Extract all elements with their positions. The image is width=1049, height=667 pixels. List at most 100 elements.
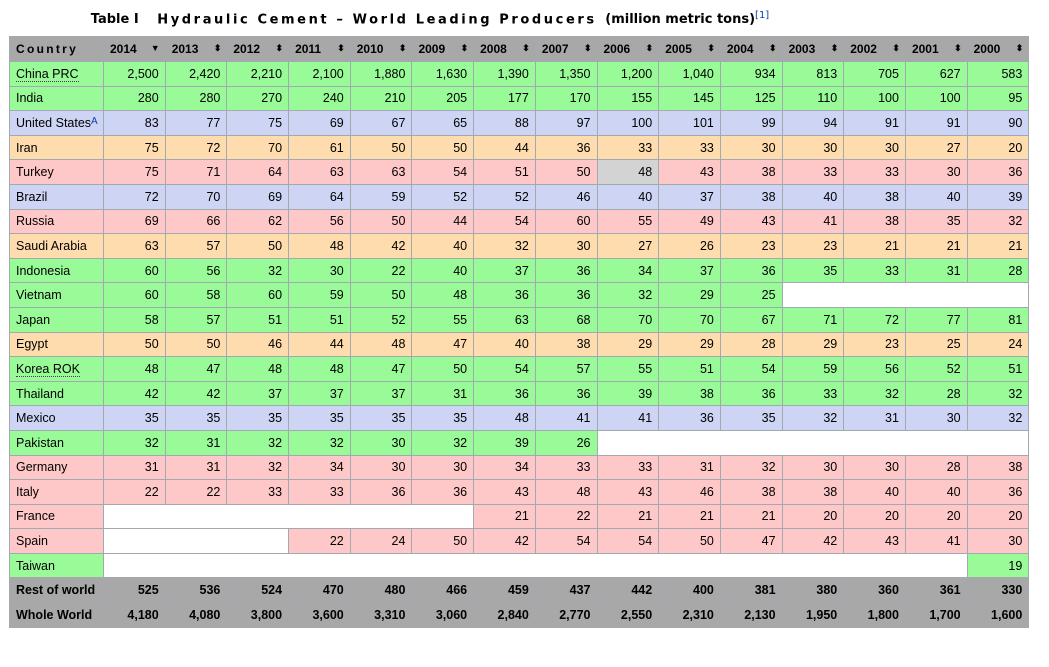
table-row: Saudi Arabia 63 57 50 48 42 40 32 30 27 26 23 23 21 21… xyxy=(9,233,1030,259)
column-header-2008[interactable]: 2008 ⬍ xyxy=(473,36,536,62)
sort-icon[interactable]: ⬍ xyxy=(954,43,962,53)
column-header-label: 2010 xyxy=(356,42,384,56)
value-cell: 361 xyxy=(904,577,968,604)
value-cell: 50 xyxy=(103,331,166,358)
value-cell: 59 xyxy=(288,282,351,308)
sort-icon[interactable]: ⬍ xyxy=(892,43,900,53)
column-header-2004[interactable]: 2004 ⬍ xyxy=(719,36,783,62)
value-cell: 170 xyxy=(534,85,598,112)
value-cell: 1,950 xyxy=(781,602,845,628)
value-cell: 470 xyxy=(288,577,351,604)
column-header-2003[interactable]: 2003 ⬍ xyxy=(781,36,845,62)
column-header-label: 2006 xyxy=(603,42,631,56)
column-header-2005[interactable]: 2005 ⬍ xyxy=(658,36,721,62)
table-body: China PRC 2,500 2,420 2,210 2,100 1,880 1,630 1… xyxy=(9,61,1030,628)
value-cell: 22 xyxy=(164,479,228,505)
footnote-link[interactable]: A xyxy=(91,115,98,127)
value-cell: 81 xyxy=(966,306,1030,333)
column-header-2001[interactable]: 2001 ⬍ xyxy=(904,36,968,62)
value-cell: 60 xyxy=(226,282,290,308)
value-cell: 29 xyxy=(596,331,660,358)
value-cell: 46 xyxy=(658,479,721,505)
column-header-2013[interactable]: 2013 ⬍ xyxy=(164,36,228,62)
value-cell: 35 xyxy=(904,208,968,235)
country-name: Vietnam xyxy=(16,288,62,303)
value-cell: 4,080 xyxy=(164,602,228,628)
value-cell: 39 xyxy=(966,183,1030,210)
value-cell: 41 xyxy=(781,208,845,235)
country-cell[interactable]: China PRC xyxy=(9,61,104,87)
column-header-2007[interactable]: 2007 ⬍ xyxy=(534,36,598,62)
table-row: Italy 22 22 33 33 36 36 43 48 43 46 38 38 40 40 36 xyxy=(9,479,1030,505)
value-cell: 32 xyxy=(226,257,290,284)
sort-icon[interactable]: ⬍ xyxy=(583,43,592,53)
value-cell: 36 xyxy=(966,159,1030,185)
value-cell: 64 xyxy=(226,159,290,185)
value-cell: 459 xyxy=(473,577,536,604)
value-cell: 34 xyxy=(288,454,351,481)
sort-icon[interactable]: ⬍ xyxy=(275,43,284,53)
value-cell: 33 xyxy=(596,454,660,481)
column-header-2002[interactable]: 2002 ⬍ xyxy=(843,36,906,62)
country-name[interactable]: China PRC xyxy=(16,66,79,82)
value-cell: 48 xyxy=(288,233,351,259)
value-cell: 205 xyxy=(411,85,475,112)
sort-icon[interactable]: ⬍ xyxy=(337,43,345,53)
country-cell[interactable]: Korea ROK xyxy=(9,356,104,382)
value-cell: 51 xyxy=(226,306,290,333)
column-header-2012[interactable]: 2012 ⬍ xyxy=(226,36,290,62)
table-row: India 280 280 270 240 210 205 177 170 155 145 125 11… xyxy=(9,85,1030,112)
column-header-2010[interactable]: 2010 ⬍ xyxy=(349,36,413,62)
column-header-2014[interactable]: 2014 ▼ xyxy=(103,36,166,62)
value-cell: 101 xyxy=(658,110,721,136)
column-header-country[interactable]: Country xyxy=(9,36,104,62)
country-name: Germany xyxy=(16,460,68,475)
sort-icon[interactable]: ⬍ xyxy=(645,43,654,53)
country-cell: Japan xyxy=(9,306,104,333)
value-cell: 94 xyxy=(781,110,845,136)
table-row: Whole World 4,180 4,080 3,800 3,600 3,310 3,06… xyxy=(9,602,1030,628)
value-cell: 68 xyxy=(534,306,598,333)
country-cell: Spain xyxy=(9,528,104,554)
sort-icon[interactable]: ⬍ xyxy=(707,43,715,53)
country-name: France xyxy=(16,509,55,524)
sort-icon[interactable]: ⬍ xyxy=(769,43,777,53)
value-cell: 38 xyxy=(781,479,845,505)
value-cell: 270 xyxy=(226,85,290,112)
sort-icon[interactable]: ⬍ xyxy=(213,43,222,53)
column-header-label: 2014 xyxy=(110,42,137,56)
value-cell: 30 xyxy=(904,405,968,431)
value-cell: 22 xyxy=(288,528,351,554)
country-cell: Russia xyxy=(9,208,104,235)
value-cell: 54 xyxy=(596,528,660,554)
value-cell: 1,700 xyxy=(904,602,968,628)
value-cell: 44 xyxy=(411,208,475,235)
value-cell: 57 xyxy=(534,356,598,382)
value-cell: 23 xyxy=(719,233,783,259)
value-cell: 91 xyxy=(904,110,968,136)
value-cell: 31 xyxy=(164,429,228,456)
value-cell: 2,420 xyxy=(164,61,228,87)
column-header-2006[interactable]: 2006 ⬍ xyxy=(596,36,660,62)
reference-link[interactable]: [1] xyxy=(755,10,770,21)
sort-icon[interactable]: ⬍ xyxy=(460,43,469,53)
sort-descending-icon[interactable]: ▼ xyxy=(150,43,160,53)
column-header-label: 2005 xyxy=(665,42,692,56)
value-cell: 26 xyxy=(534,429,598,456)
country-name[interactable]: Korea ROK xyxy=(16,361,80,377)
column-header-2000[interactable]: 2000 ⬍ xyxy=(966,36,1030,62)
value-cell: 525 xyxy=(103,577,166,604)
value-cell: 29 xyxy=(658,282,721,308)
value-cell: 3,600 xyxy=(288,602,351,628)
value-cell: 31 xyxy=(164,454,228,481)
sort-icon[interactable]: ⬍ xyxy=(830,43,839,53)
value-cell: 1,880 xyxy=(349,61,413,87)
value-cell: 30 xyxy=(781,454,845,481)
column-header-2011[interactable]: 2011 ⬍ xyxy=(288,36,351,62)
sort-icon[interactable]: ⬍ xyxy=(522,43,530,53)
value-cell: 20 xyxy=(966,134,1030,161)
column-header-2009[interactable]: 2009 ⬍ xyxy=(411,36,475,62)
sort-icon[interactable]: ⬍ xyxy=(1015,43,1024,53)
sort-icon[interactable]: ⬍ xyxy=(398,43,407,53)
value-cell: 88 xyxy=(473,110,536,136)
